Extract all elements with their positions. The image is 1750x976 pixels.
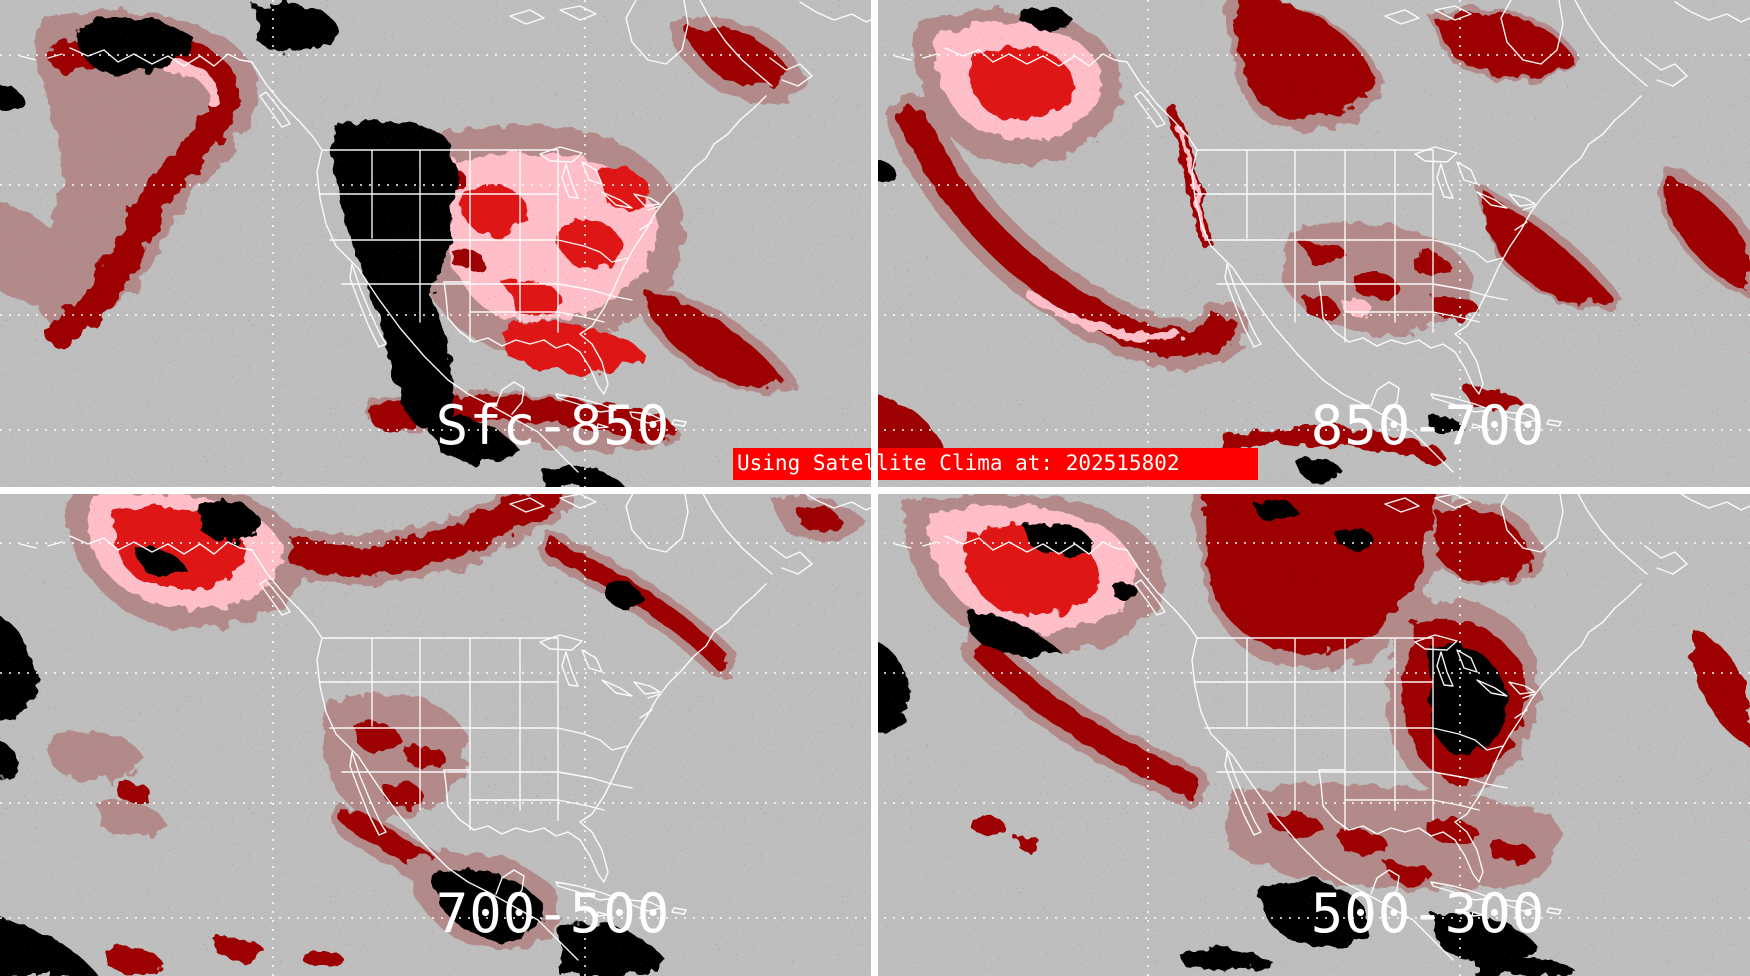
layer-label-500-300: 500-300 bbox=[1310, 882, 1546, 945]
quadrant-divider-horizontal bbox=[0, 487, 1750, 494]
timestamp-banner-text: Using Satellite Clima at: 202515802 bbox=[737, 451, 1180, 475]
layer-label-700-500: 700-500 bbox=[435, 882, 671, 945]
panel-sfc-850: Sfc-850 bbox=[0, 0, 875, 488]
panel-850-700: 850-700 bbox=[875, 0, 1750, 488]
panel-700-500: 700-500 bbox=[0, 488, 875, 976]
timestamp-banner: Using Satellite Clima at: 202515802 bbox=[733, 448, 1258, 480]
layer-label-850-700: 850-700 bbox=[1310, 394, 1546, 457]
layer-label-sfc-850: Sfc-850 bbox=[435, 394, 671, 457]
anomaly-field-700-500 bbox=[0, 488, 875, 976]
panel-500-300: 500-300 bbox=[875, 488, 1750, 976]
anomaly-field-850-700 bbox=[875, 0, 1750, 488]
